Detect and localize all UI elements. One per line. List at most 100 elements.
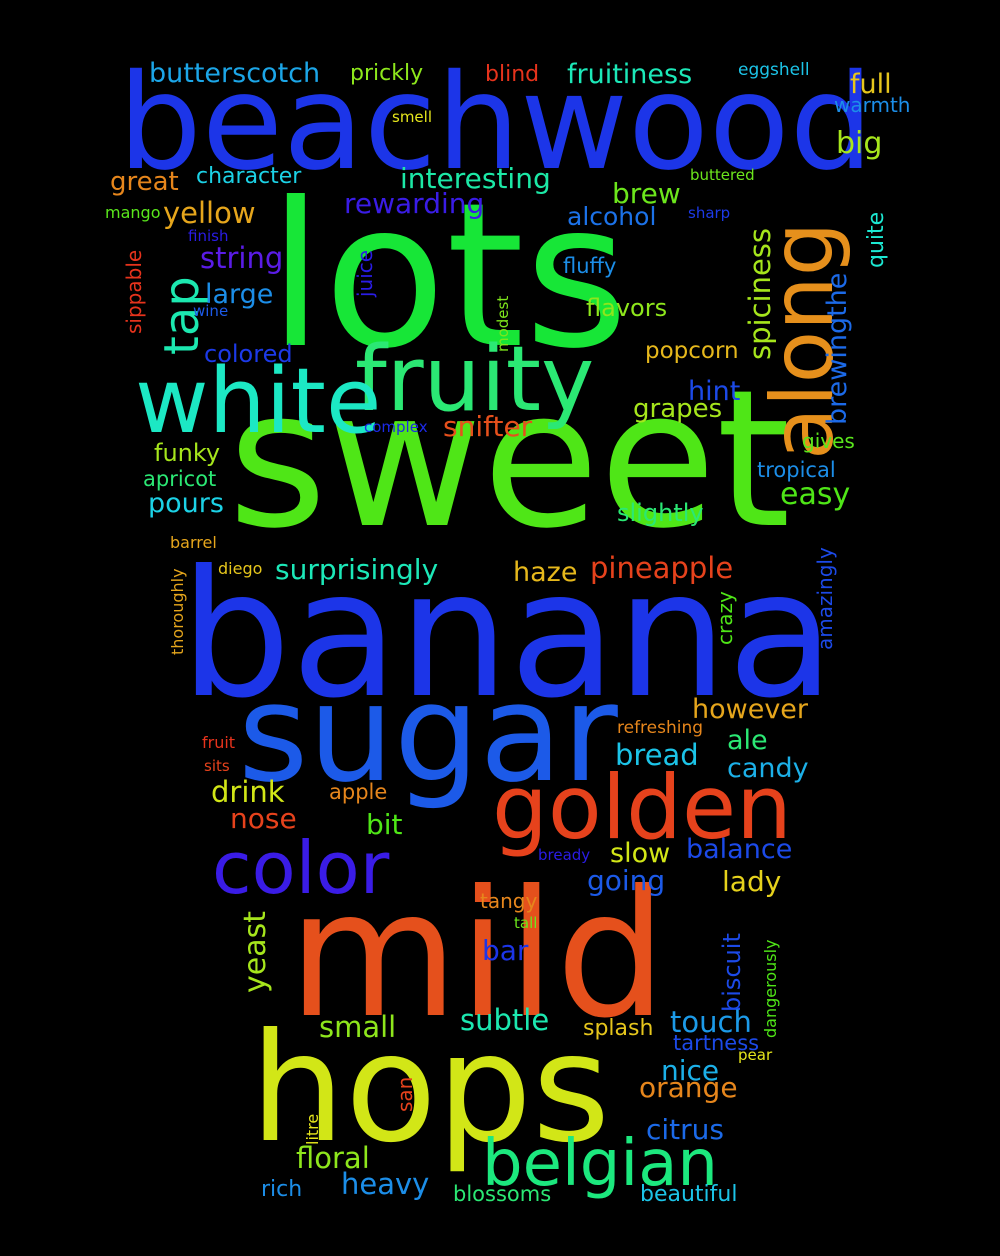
word-alcohol: alcohol: [567, 202, 656, 231]
word-sharp: sharp: [688, 204, 730, 222]
word-citrus: citrus: [646, 1113, 724, 1146]
word-great: great: [110, 167, 179, 197]
word-grapes: grapes: [633, 394, 722, 424]
word-flavors: flavors: [586, 294, 667, 322]
word-hint: hint: [688, 376, 740, 407]
word-eggshell: eggshell: [738, 60, 810, 80]
word-interesting: interesting: [400, 162, 551, 195]
word-prickly: prickly: [350, 61, 423, 86]
word-popcorn: popcorn: [645, 338, 739, 364]
word-bread: bread: [615, 738, 699, 772]
word-san: san: [393, 1077, 417, 1112]
word-beachwood: beachwood: [118, 46, 873, 200]
word-smell: smell: [392, 108, 432, 126]
word-thoroughly: thoroughly: [168, 568, 187, 655]
word-string: string: [200, 241, 283, 275]
word-beautiful: beautiful: [640, 1182, 737, 1207]
word-tartness: tartness: [673, 1031, 759, 1055]
word-group: sweetbananalotsmildbeachwoodhopssugarfru…: [105, 46, 910, 1207]
word-biscuit: biscuit: [718, 933, 746, 1012]
word-banana: banana: [180, 534, 835, 737]
word-orange: orange: [639, 1071, 738, 1104]
word-fruity: fruity: [355, 327, 594, 432]
word-warmth: warmth: [834, 93, 910, 117]
word-tropical: tropical: [757, 458, 836, 482]
word-belgian: belgian: [482, 1127, 718, 1201]
word-colored: colored: [204, 340, 293, 368]
word-brewingthe: brewingthe: [822, 273, 853, 425]
word-pours: pours: [148, 488, 224, 519]
word-small: small: [319, 1010, 396, 1044]
word-golden: golden: [492, 756, 792, 859]
word-touch: touch: [670, 1005, 752, 1039]
word-finish: finish: [188, 227, 228, 245]
word-sweet: sweet: [228, 349, 791, 570]
word-balance: balance: [686, 834, 792, 865]
word-sits: sits: [204, 757, 230, 775]
word-haze: haze: [513, 557, 577, 588]
word-amazingly: amazingly: [813, 547, 837, 650]
word-apple: apple: [329, 780, 387, 804]
word-diego: diego: [218, 559, 262, 578]
word-crazy: crazy: [713, 591, 737, 645]
word-character: character: [196, 164, 302, 189]
word-fluffy: fluffy: [563, 254, 616, 278]
word-tap: tap: [154, 276, 210, 355]
word-bar: bar: [482, 934, 529, 967]
word-lady: lady: [722, 865, 781, 898]
word-buttered: buttered: [690, 166, 755, 184]
word-fruit: fruit: [202, 733, 235, 752]
word-white: white: [135, 349, 381, 454]
word-spiciness: spiciness: [743, 228, 777, 360]
word-slow: slow: [610, 838, 670, 869]
word-lots: lots: [268, 160, 629, 393]
word-large: large: [205, 279, 273, 310]
word-refreshing: refreshing: [617, 718, 703, 738]
word-heavy: heavy: [341, 1167, 429, 1201]
word-tangy: tangy: [480, 889, 537, 913]
word-full: full: [850, 69, 892, 100]
word-complex: complex: [364, 418, 428, 436]
word-however: however: [692, 694, 809, 725]
word-splash: splash: [583, 1016, 653, 1041]
word-dangerously: dangerously: [761, 939, 780, 1038]
word-floral: floral: [296, 1141, 370, 1175]
word-slightly: slightly: [617, 499, 704, 527]
word-candy: candy: [727, 753, 809, 784]
word-mango: mango: [105, 203, 160, 222]
word-tall: tall: [514, 914, 537, 932]
word-blind: blind: [485, 62, 539, 87]
word-surprisingly: surprisingly: [275, 553, 438, 586]
word-bready: bready: [538, 846, 590, 864]
word-funky: funky: [154, 439, 220, 467]
word-subtle: subtle: [460, 1003, 549, 1037]
word-snifter: snifter: [443, 410, 533, 443]
word-going: going: [587, 864, 665, 897]
word-color: color: [212, 826, 390, 910]
word-ale: ale: [727, 725, 768, 756]
word-butterscotch: butterscotch: [149, 58, 320, 89]
word-big: big: [836, 126, 882, 161]
word-litre: litre: [303, 1114, 322, 1145]
word-rich: rich: [261, 1177, 302, 1202]
word-juice: juice: [353, 250, 377, 298]
word-yellow: yellow: [163, 196, 256, 230]
word-nose: nose: [230, 802, 297, 835]
word-gives: gives: [802, 429, 855, 453]
word-mild: mild: [288, 854, 667, 1057]
word-drink: drink: [211, 775, 285, 809]
word-bit: bit: [366, 808, 403, 841]
word-pear: pear: [738, 1046, 773, 1064]
word-modest: modest: [494, 296, 512, 352]
word-barrel: barrel: [170, 533, 217, 552]
word-hops: hops: [250, 1002, 610, 1176]
word-quite: quite: [864, 212, 889, 268]
word-along: along: [753, 222, 853, 460]
word-pineapple: pineapple: [590, 551, 733, 585]
word-fruitiness: fruitiness: [567, 59, 692, 90]
word-sugar: sugar: [238, 655, 618, 812]
word-apricot: apricot: [143, 467, 216, 491]
word-wine: wine: [193, 302, 228, 320]
